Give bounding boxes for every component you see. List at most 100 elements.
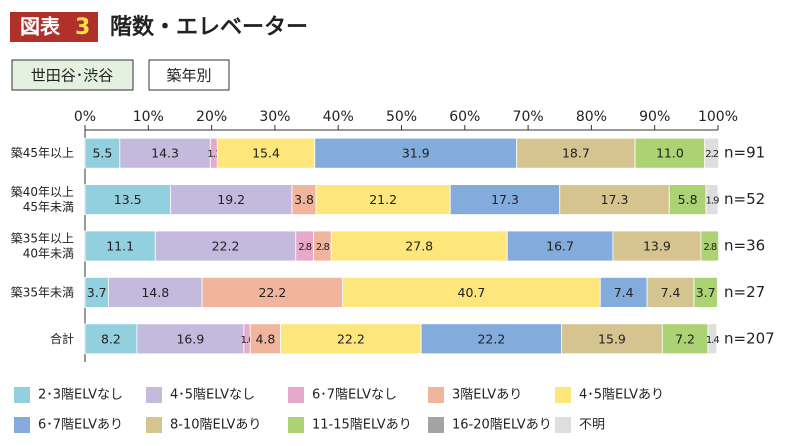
legend-label: 2･3階ELVなし (38, 388, 123, 403)
value-label: 19.2 (217, 192, 245, 207)
value-label: 2.8 (298, 242, 312, 253)
value-label: 22.2 (258, 285, 286, 300)
bar-segment (314, 137, 518, 169)
legend-label: 4･5階ELVなし (170, 388, 255, 403)
y-tick-label: 築35年未満 (11, 284, 74, 299)
y-tick-label: 築35年以上 40年未満 (11, 230, 74, 260)
bar-segment (661, 323, 709, 355)
y-tick-label: 築45年以上 (11, 145, 74, 160)
legend-label: 3階ELVあり (452, 388, 522, 403)
y-tick-label: 築40年以上 45年未満 (11, 184, 74, 214)
bar-segment (201, 276, 344, 308)
bar-segment (154, 230, 297, 262)
legend-label: 11-15階ELVあり (312, 418, 412, 433)
x-tick-label: 30% (259, 109, 290, 125)
value-label: 2.8 (316, 242, 330, 253)
x-tick-label: 80% (576, 109, 607, 125)
value-label: 2.8 (703, 242, 717, 253)
value-label: 1.1 (207, 149, 221, 160)
n-label: n=27 (724, 283, 765, 301)
bar-segment (84, 137, 121, 169)
value-label: 31.9 (402, 146, 430, 161)
value-label: 1.9 (706, 196, 720, 207)
x-tick-label: 0% (74, 109, 96, 125)
n-label: n=52 (724, 190, 765, 208)
bar-segment (136, 323, 245, 355)
value-label: 13.5 (114, 192, 142, 207)
bar-segment (84, 230, 156, 262)
bar-segment (449, 184, 561, 216)
tag-box (11, 59, 134, 91)
legend-label: 6･7階ELVなし (312, 388, 397, 403)
bar-segment (280, 323, 422, 355)
legend-label: 不明 (579, 418, 605, 433)
value-label: 27.8 (405, 239, 433, 254)
bar-segment (561, 323, 663, 355)
bar-segment (559, 184, 670, 216)
n-label: n=36 (724, 237, 765, 255)
value-label: 16.7 (546, 239, 574, 254)
legend-swatch (14, 417, 30, 433)
bar-segment (634, 137, 706, 169)
value-label: 14.3 (151, 146, 179, 161)
bar-segment (599, 276, 648, 308)
bar-segment (315, 184, 451, 216)
legend-label: 4･5階ELVあり (579, 388, 664, 403)
legend-swatch (14, 387, 30, 403)
value-label: 3.7 (696, 285, 716, 300)
value-label: 14.8 (141, 285, 169, 300)
tag: 築年別 (166, 67, 211, 85)
value-label: 1.0 (241, 335, 255, 346)
value-label: 22.2 (212, 239, 240, 254)
value-label: 22.2 (477, 331, 505, 346)
x-tick-label: 60% (449, 109, 480, 125)
tag: 世田谷･渋谷 (31, 67, 114, 85)
value-label: 11.0 (656, 146, 684, 161)
value-label: 17.3 (491, 192, 519, 207)
value-label: 18.7 (562, 146, 590, 161)
bar-segment (330, 230, 508, 262)
value-label: 11.1 (106, 239, 134, 254)
value-label: 4.8 (255, 331, 275, 346)
legend-swatch (288, 387, 304, 403)
bar-segment (291, 184, 317, 216)
tag-box (148, 59, 230, 91)
value-label: 7.2 (675, 331, 695, 346)
bar-segment (170, 184, 293, 216)
legend-label: 8-10階ELVあり (170, 418, 261, 433)
legend-label: 16-20階ELVあり (452, 418, 552, 433)
bar-segment (707, 323, 718, 355)
value-label: 7.4 (614, 285, 634, 300)
n-label: n=207 (724, 329, 775, 347)
legend-swatch (428, 387, 444, 403)
x-tick-label: 90% (639, 109, 670, 125)
legend-swatch (146, 387, 162, 403)
value-label: 16.9 (176, 331, 204, 346)
bar-segment (108, 276, 203, 308)
n-label: n=91 (724, 144, 765, 162)
legend-swatch (555, 417, 571, 433)
x-tick-label: 20% (196, 109, 227, 125)
bar-segment (705, 184, 719, 216)
value-label: 1.4 (706, 335, 720, 346)
value-label: 7.4 (661, 285, 681, 300)
bar-segment (84, 323, 138, 355)
value-label: 3.7 (87, 285, 107, 300)
chart-title: 階数・エレベーター (110, 14, 308, 40)
value-label: 2.2 (705, 149, 719, 160)
figure-number: 3 (75, 15, 90, 40)
legend-swatch (428, 417, 444, 433)
x-tick-label: 40% (323, 109, 354, 125)
bar-segment (506, 230, 614, 262)
bar-segment (668, 184, 707, 216)
value-label: 40.7 (458, 285, 486, 300)
x-tick-label: 100% (698, 109, 738, 125)
figure-label: 図表 (20, 15, 61, 39)
bar-segment (420, 323, 563, 355)
x-tick-label: 70% (513, 109, 544, 125)
value-label: 5.8 (678, 192, 698, 207)
x-tick-label: 50% (386, 109, 417, 125)
y-tick-label: 合計 (50, 330, 74, 345)
